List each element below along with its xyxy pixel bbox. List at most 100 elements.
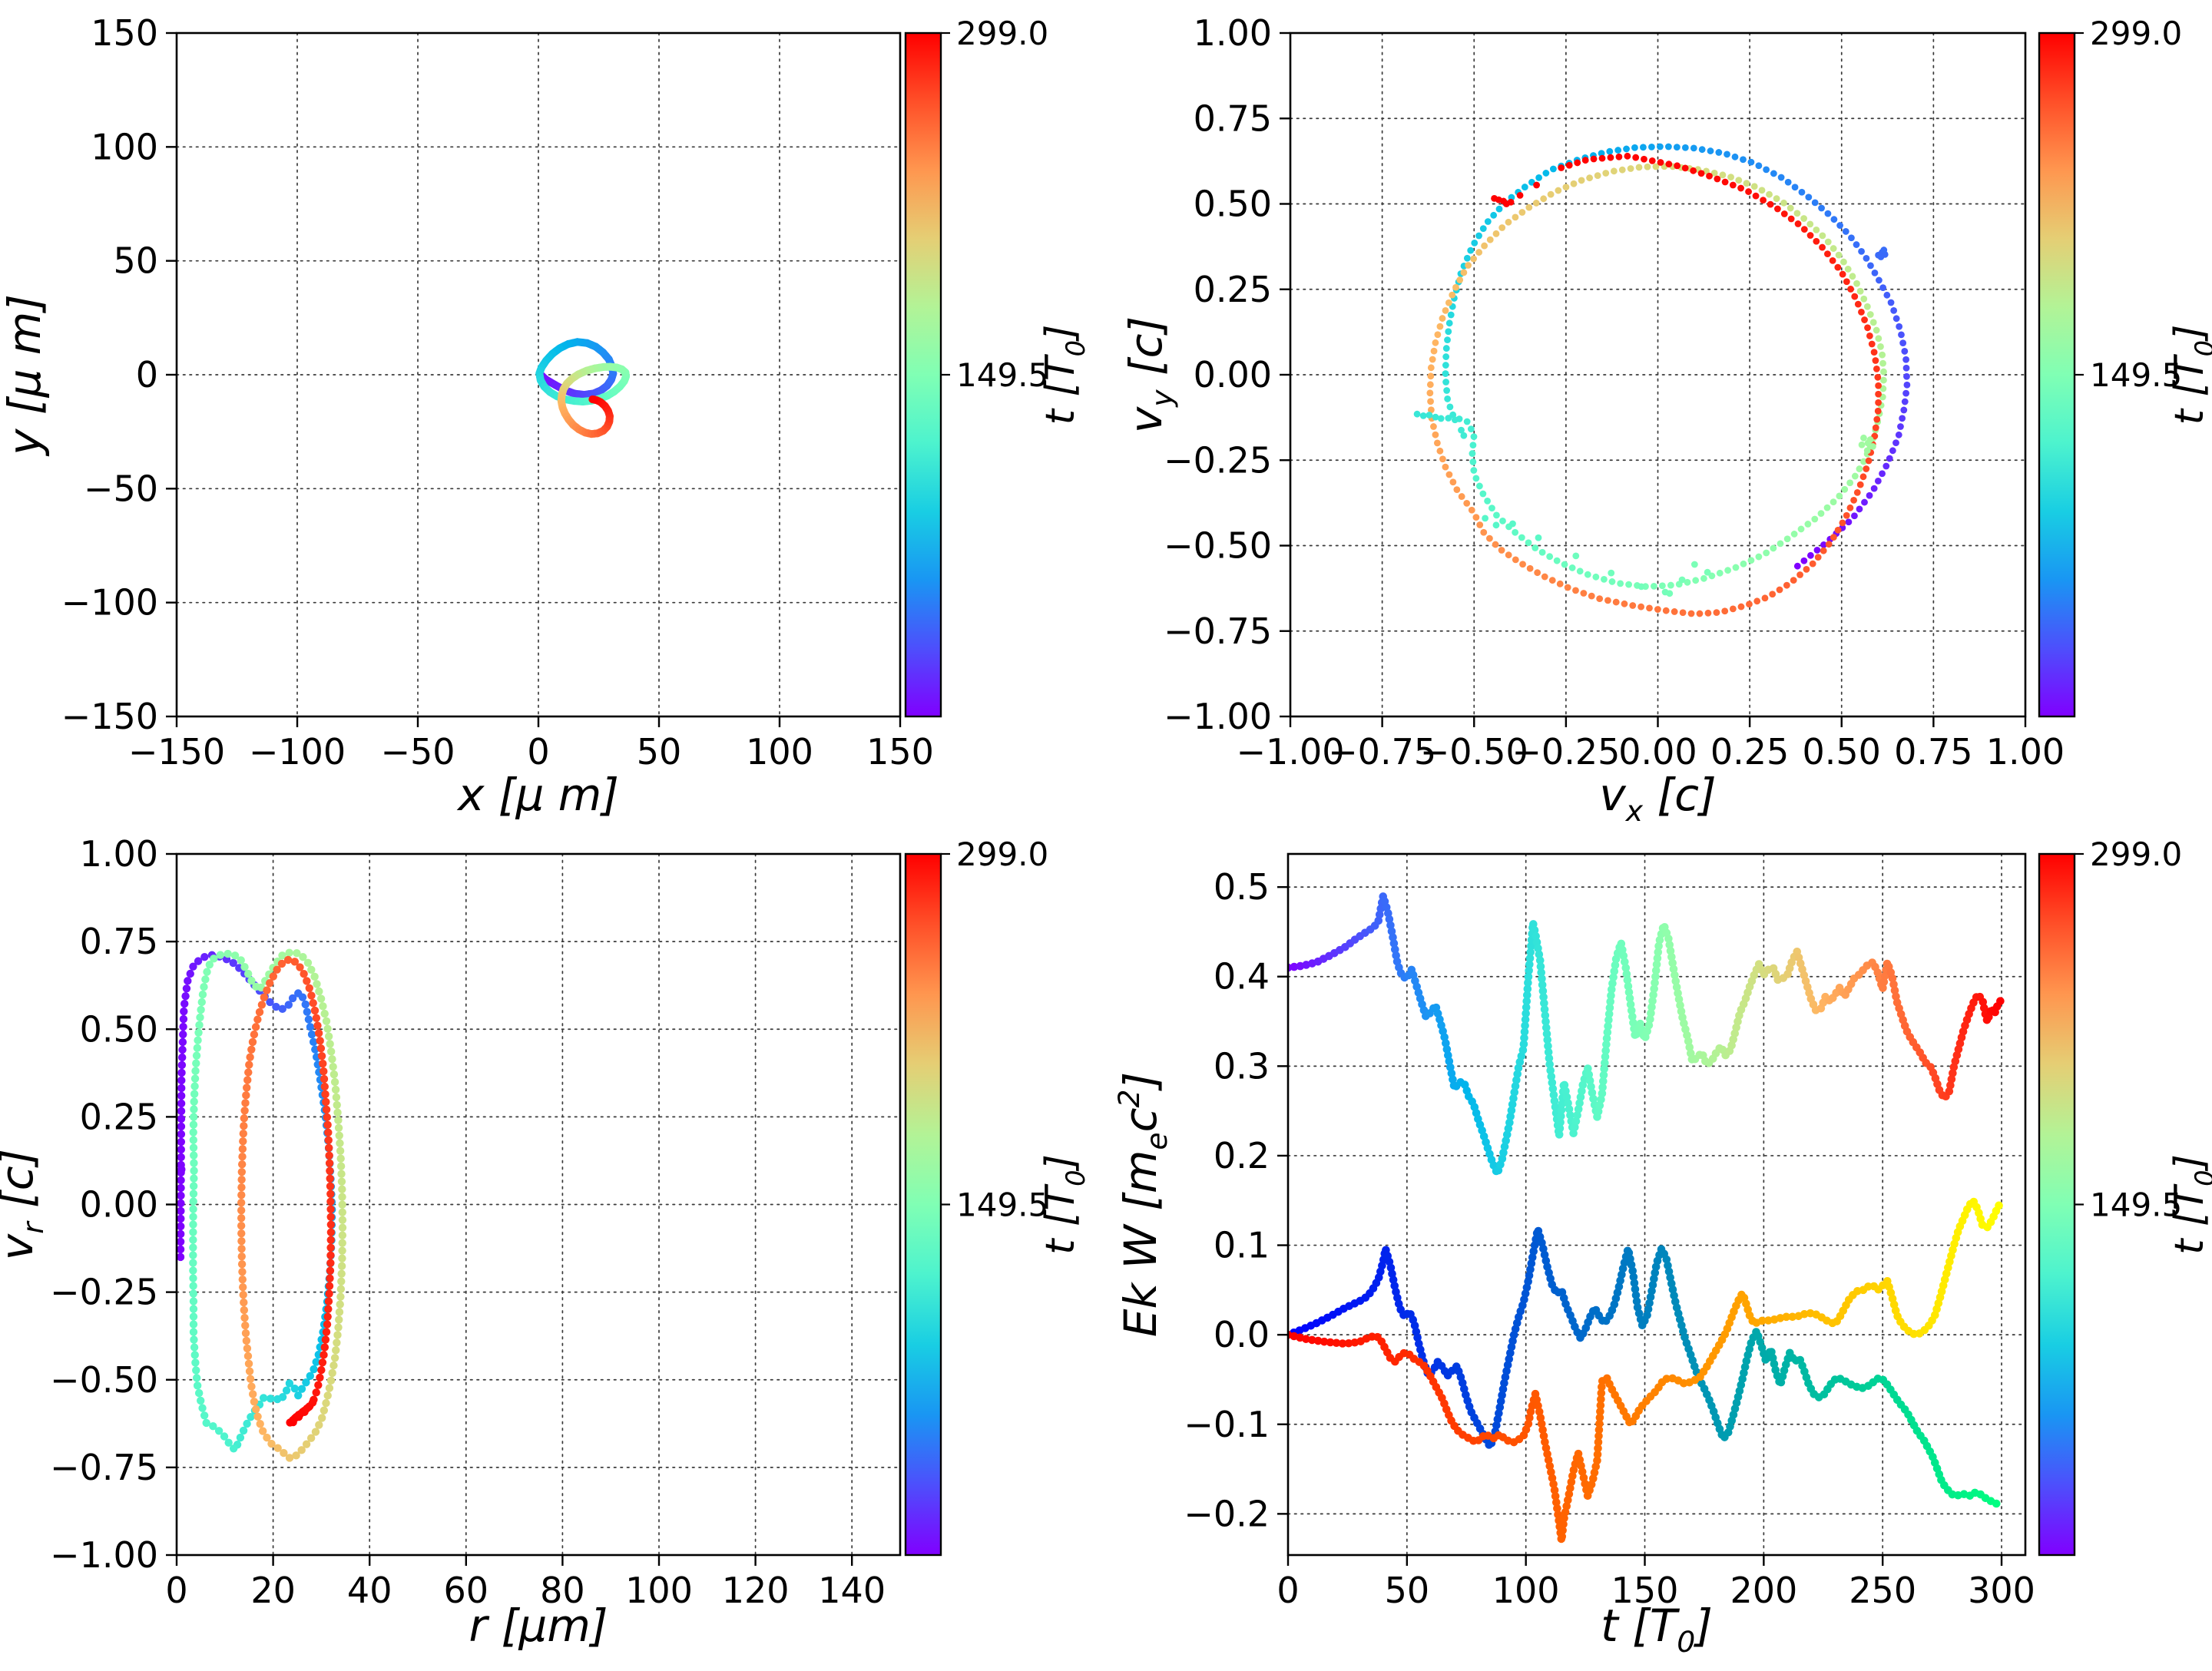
xaxis-label-vxvy: vx [c]	[1599, 769, 1716, 828]
xaxis-label-rvr: r [μm]	[469, 1600, 608, 1652]
xtick-label: 40	[347, 1570, 392, 1611]
xtick-label: 0	[1277, 1570, 1299, 1611]
ytick-label: 0.25	[1194, 269, 1272, 310]
xtick-label: −100	[249, 731, 346, 773]
xaxis-label-xy: x [μ m]	[456, 769, 619, 821]
xtick-label: 200	[1730, 1570, 1797, 1611]
xtick-label: 100	[746, 731, 813, 773]
colorbar-tick-mid: 149.5	[956, 1186, 1048, 1224]
data-xy	[535, 338, 630, 438]
ytick-label: 0.3	[1214, 1045, 1270, 1087]
ytick-label: −0.50	[1164, 525, 1272, 567]
colorbar-label: t [T0]	[2167, 325, 2212, 425]
xtick-label: 0.75	[1894, 731, 1972, 773]
grid-vxvy	[1290, 32, 2026, 717]
ytick-label: −0.1	[1184, 1404, 1270, 1445]
xtick-label: −0.75	[1328, 731, 1436, 773]
colorbar-tick-top: 299.0	[2090, 15, 2182, 52]
xaxis-label-ekw: t [T0]	[1601, 1600, 1713, 1659]
ytick-label: 0.00	[80, 1184, 158, 1226]
xtick-label: 100	[625, 1570, 693, 1611]
xtick-label: 60	[444, 1570, 489, 1611]
colorbar-vxvy: 299.0 149.5t [T0]	[2038, 15, 2212, 718]
yaxis-label-xy: y [μ m]	[0, 294, 51, 457]
ytick-label: 0.50	[80, 1008, 158, 1050]
data-rvr	[177, 948, 347, 1462]
xtick-label: −150	[128, 731, 225, 773]
ytick-label: −0.25	[1164, 439, 1272, 481]
data-ekw	[1288, 892, 2005, 1544]
xtick-label: 0.00	[1618, 731, 1697, 773]
colorbar-label: t [T0]	[1038, 325, 1091, 425]
xtick-label: 300	[1968, 1570, 2035, 1611]
ytick-label: −0.25	[50, 1272, 158, 1313]
xtick-label: 20	[250, 1570, 296, 1611]
ticklabels-xy: −150 −100 −50 0 50 100 150 −150 −100 −50 0 50 100 150	[61, 12, 934, 773]
colorbar-tick-top: 299.0	[956, 15, 1048, 52]
xtick-label: 0.50	[1803, 731, 1881, 773]
ytick-label: 0.50	[1194, 184, 1272, 225]
ytick-label: −0.75	[1164, 610, 1272, 652]
ytick-label: −0.75	[50, 1447, 158, 1488]
xtick-label: −0.25	[1512, 731, 1620, 773]
colorbar-tick-mid: 149.5	[2090, 1186, 2182, 1224]
ticks-vxvy	[1280, 31, 2027, 727]
ticks-xy	[166, 31, 902, 727]
ytick-label: −0.2	[1184, 1493, 1270, 1534]
ytick-label: 0.2	[1214, 1135, 1270, 1176]
subplot-rvr: 0 20 40 60 80 100 120 140 −1.00 −0.75 −0.50 −0.25 0.…	[0, 833, 1091, 1652]
xtick-label: 140	[818, 1570, 886, 1611]
ytick-label: 0.75	[1194, 98, 1272, 139]
xtick-label: 0.25	[1710, 731, 1789, 773]
colorbar-label: t [T0]	[1038, 1154, 1091, 1255]
subplot-ekw: 0 50 100 150 200 250 300 −0.2 −0.1 0.0 0.1 0.2 0.3 0.…	[1112, 836, 2212, 1659]
xtick-label: 1.00	[1986, 731, 2065, 773]
ytick-label: −50	[84, 468, 158, 509]
ytick-label: −100	[61, 582, 158, 624]
ticks-ekw	[1277, 885, 2003, 1566]
ticks-rvr	[166, 852, 853, 1566]
xtick-label: 250	[1849, 1570, 1916, 1611]
ytick-label: −0.50	[50, 1359, 158, 1401]
colorbar-tick-mid: 149.5	[2090, 356, 2182, 394]
data-vxvy	[1413, 143, 1911, 617]
xtick-label: −0.50	[1420, 731, 1528, 773]
colorbar-label: t [T0]	[2167, 1154, 2212, 1255]
ticklabels-vxvy: −1.00−0.75−0.50−0.250.00 0.25 0.50 0.75 1.00…	[1164, 12, 2065, 773]
colorbar-xy: 299.0 149.5t [T0]	[904, 15, 1091, 718]
ytick-label: 0.4	[1214, 956, 1270, 998]
ytick-label: −150	[61, 696, 158, 737]
colorbar-ekw: 299.0 149.5t [T0]	[2038, 836, 2212, 1557]
ytick-label: 1.00	[1194, 12, 1272, 54]
colorbar-rvr: 299.0 149.5t [T0]	[904, 836, 1091, 1557]
xtick-label: −1.00	[1237, 731, 1345, 773]
yaxis-label-ekw: Ek W [mec2]	[1112, 1072, 1174, 1337]
ytick-label: −1.00	[50, 1534, 158, 1576]
ticklabels-ekw: 0 50 100 150 200 250 300 −0.2 −0.1 0.0 0.1 0.2 0.3 0.…	[1184, 866, 2035, 1611]
xtick-label: 80	[540, 1570, 585, 1611]
xtick-label: 0	[165, 1570, 187, 1611]
colorbar-tick-mid: 149.5	[956, 356, 1048, 394]
ytick-label: 0.00	[1194, 354, 1272, 395]
xtick-label: 150	[866, 731, 934, 773]
ytick-label: 150	[91, 12, 158, 54]
colorbar-tick-top: 299.0	[956, 836, 1048, 873]
ytick-label: 0.25	[80, 1096, 158, 1137]
ytick-label: −1.00	[1164, 696, 1272, 737]
subplot-xy: −150 −100 −50 0 50 100 150 −150 −100 −50 0 50 100 150…	[0, 12, 1091, 821]
xtick-label: −50	[380, 731, 455, 773]
subplot-vxvy: −1.00−0.75−0.50−0.250.00 0.25 0.50 0.75 1.00…	[1120, 12, 2212, 828]
xtick-label: 50	[1385, 1570, 1430, 1611]
xtick-label: 100	[1492, 1570, 1560, 1611]
xtick-label: 50	[637, 731, 682, 773]
yaxis-label-vxvy: vy [c]	[1120, 316, 1179, 433]
xtick-label: 120	[722, 1570, 790, 1611]
xtick-label: 150	[1611, 1570, 1679, 1611]
axes-spines	[1286, 852, 2027, 1557]
ytick-label: 0	[136, 354, 158, 395]
ticklabels-rvr: 0 20 40 60 80 100 120 140 −1.00 −0.75 −0.50 −0.25 0.…	[50, 833, 886, 1611]
ytick-label: 100	[91, 126, 158, 167]
xtick-label: 0	[527, 731, 549, 773]
